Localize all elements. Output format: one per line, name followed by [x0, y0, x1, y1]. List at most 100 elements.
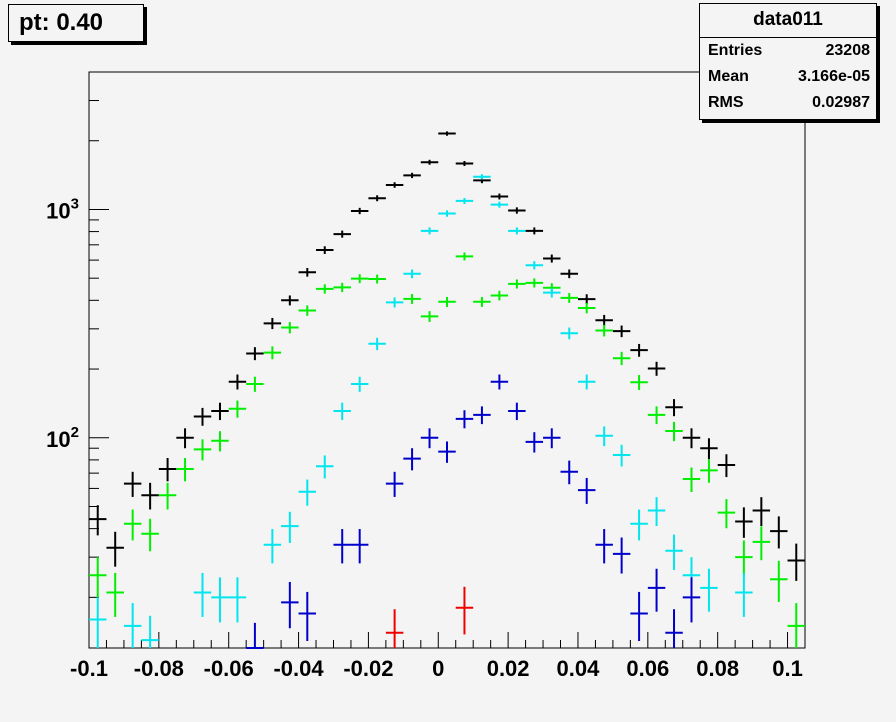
data-point	[630, 343, 648, 357]
data-point	[595, 324, 613, 337]
data-point	[403, 294, 421, 304]
series	[385, 586, 474, 648]
data-point	[630, 591, 648, 642]
data-point	[665, 421, 683, 442]
x-axis: -0.1 -0.08 -0.06 -0.04 -0.02 0 0.02 0.04 0.06 0.0…	[70, 632, 803, 681]
data-point	[647, 497, 666, 526]
x-tick-label: -0.06	[204, 656, 254, 681]
data-point	[385, 297, 404, 308]
series	[89, 131, 805, 581]
data-point	[612, 325, 631, 338]
data-point	[508, 207, 526, 214]
data-point	[647, 406, 666, 425]
y-tick-label: 102	[46, 424, 79, 452]
data-point	[246, 347, 264, 361]
data-point	[700, 438, 718, 460]
data-point	[158, 482, 177, 510]
data-point	[263, 529, 282, 564]
data-point	[420, 311, 439, 322]
data-point	[543, 254, 561, 263]
data-point	[787, 603, 805, 648]
data-point	[455, 410, 474, 429]
data-point	[403, 269, 421, 279]
data-point	[473, 406, 491, 425]
data-point	[403, 448, 421, 471]
x-tick-label: 0.04	[557, 656, 601, 681]
data-point	[350, 207, 369, 215]
data-point	[577, 303, 596, 314]
data-point	[420, 227, 439, 235]
data-point	[752, 526, 771, 561]
stats-box: data011 Entries 23208 Mean 3.166e-05 RMS…	[699, 3, 877, 120]
data-point	[298, 268, 317, 277]
x-tick-label: -0.1	[70, 656, 108, 681]
data-point	[228, 577, 247, 623]
data-point	[665, 534, 683, 571]
data-point	[560, 460, 578, 485]
data-point	[368, 195, 386, 202]
data-point	[211, 577, 229, 623]
data-point	[490, 290, 509, 301]
series	[89, 252, 805, 648]
data-point	[263, 317, 282, 330]
data-point	[525, 227, 544, 235]
data-point	[735, 572, 753, 617]
data-point	[665, 399, 683, 417]
stats-label: Mean	[708, 68, 749, 85]
data-point	[612, 444, 631, 467]
series	[246, 374, 701, 649]
data-point	[525, 261, 544, 270]
data-series	[89, 131, 805, 649]
x-tick-label: 0.08	[696, 656, 739, 681]
y-tick-label: 103	[46, 195, 79, 223]
data-point	[246, 622, 264, 649]
data-point	[420, 428, 439, 449]
x-tick-label: 0	[432, 656, 444, 681]
x-tick-label: 0.06	[626, 656, 669, 681]
data-point	[106, 572, 124, 617]
stats-row-entries: Entries 23208	[700, 38, 876, 64]
data-point	[700, 568, 718, 612]
data-point	[577, 477, 596, 504]
data-point	[682, 467, 701, 492]
data-point	[211, 431, 229, 452]
data-point	[438, 296, 456, 307]
data-point	[508, 402, 526, 421]
stats-title: data011	[700, 4, 876, 38]
data-point	[106, 531, 124, 567]
x-tick-label: -0.02	[343, 656, 393, 681]
data-point	[438, 210, 456, 217]
data-point	[438, 131, 456, 136]
data-point	[333, 402, 351, 421]
data-point	[193, 439, 212, 461]
data-point	[316, 284, 334, 294]
data-point	[246, 376, 264, 392]
data-point	[176, 428, 194, 449]
stats-row-rms: RMS 0.02987	[700, 90, 876, 116]
data-point	[682, 428, 701, 449]
data-point	[735, 540, 753, 578]
data-point	[490, 374, 509, 390]
data-point	[525, 432, 544, 453]
data-point	[560, 327, 578, 340]
data-point	[577, 374, 596, 390]
data-point	[316, 455, 334, 479]
data-point	[333, 529, 351, 564]
x-tick-label: -0.08	[134, 656, 184, 681]
stats-value: 23208	[825, 42, 871, 59]
data-point	[385, 182, 404, 188]
data-point	[647, 361, 666, 376]
data-point	[508, 279, 526, 289]
data-point	[123, 509, 142, 541]
data-point	[560, 293, 578, 303]
stats-label: RMS	[708, 94, 744, 111]
data-point	[752, 497, 771, 526]
data-point	[735, 507, 753, 538]
data-point	[455, 252, 474, 261]
data-point	[368, 274, 386, 284]
data-point	[333, 230, 351, 238]
data-point	[298, 305, 317, 316]
data-point	[281, 581, 299, 629]
data-point	[89, 505, 107, 536]
data-point	[350, 274, 369, 284]
